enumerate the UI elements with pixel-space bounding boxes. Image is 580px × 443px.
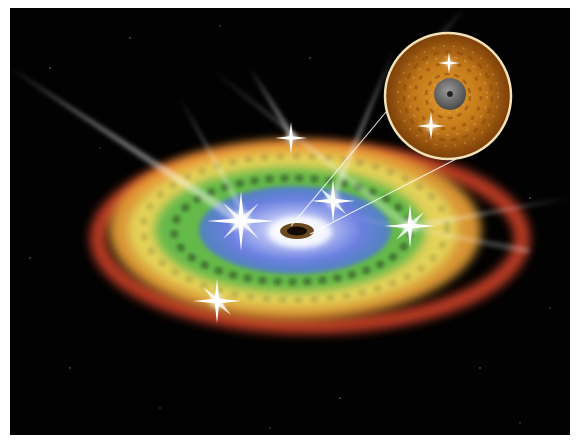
black-hole-icon <box>280 223 314 239</box>
space-scene <box>10 8 570 435</box>
accretion-disk-illustration <box>10 8 570 429</box>
star-flare-icon <box>193 122 436 323</box>
magnification-lines <box>290 99 463 235</box>
magnified-inset <box>383 31 513 161</box>
background-stars <box>29 25 551 429</box>
inset-center-body <box>434 78 466 110</box>
dust-lane-outer <box>141 154 449 302</box>
inset-star-flare-icon <box>417 52 460 140</box>
light-ray-icon <box>10 8 570 254</box>
